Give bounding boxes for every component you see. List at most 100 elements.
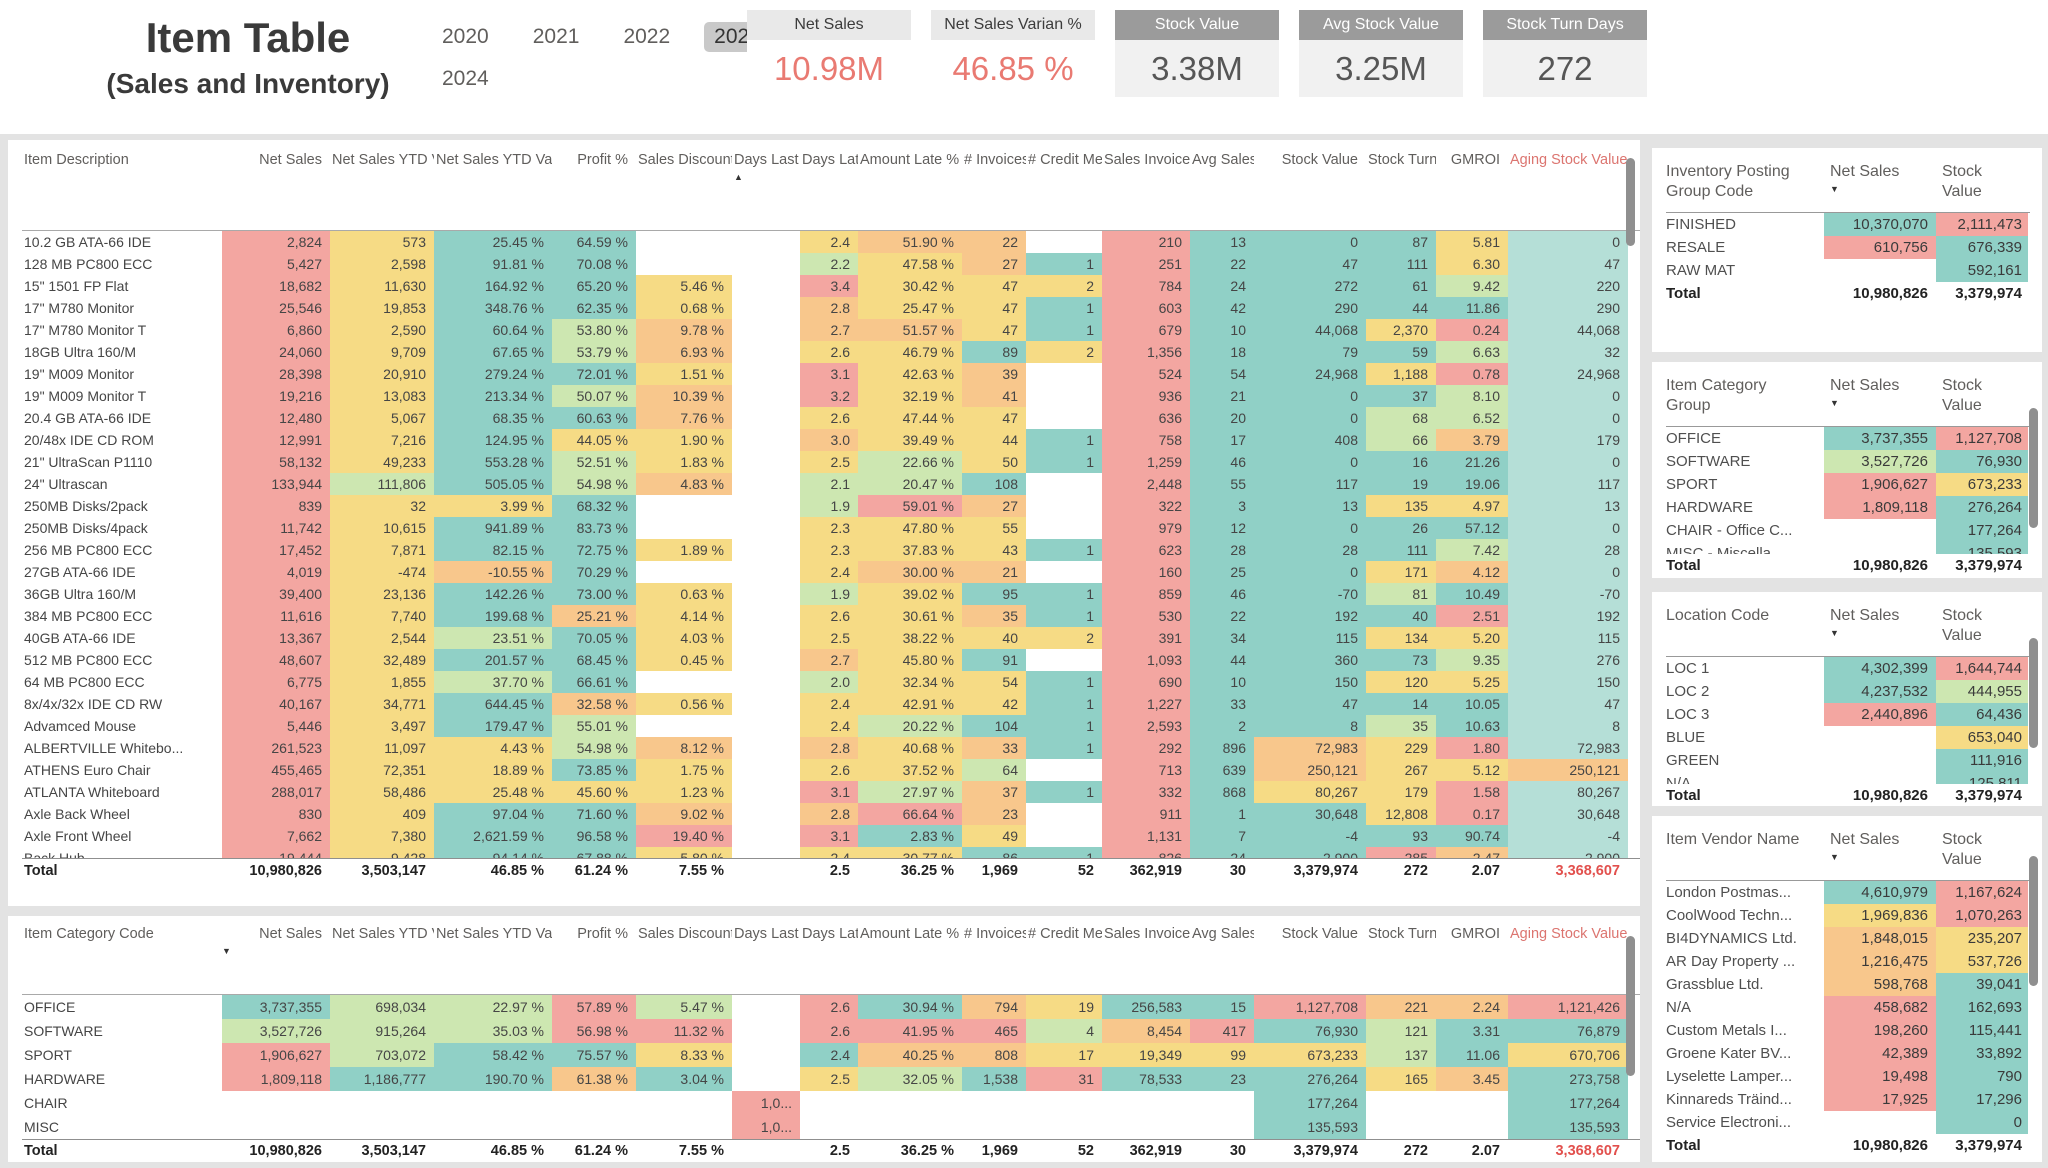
table-cell[interactable]: 9.42 [1436, 275, 1508, 297]
table-cell[interactable]: 35 [1366, 715, 1436, 737]
table-cell[interactable]: 290 [1508, 297, 1628, 319]
table-cell[interactable]: 179 [1366, 781, 1436, 803]
table-cell[interactable]: 213.34 % [434, 385, 552, 407]
column-header[interactable]: Sales Invoiced Qty [1104, 926, 1190, 942]
table-cell[interactable]: 19,853 [330, 297, 434, 319]
vertical-scrollbar-thumb[interactable] [2029, 408, 2038, 528]
table-cell[interactable]: 66.64 % [858, 803, 962, 825]
table-cell[interactable]: 10.63 [1436, 715, 1508, 737]
table-cell[interactable]: 40 [1366, 605, 1436, 627]
table-cell[interactable]: 135,593 [1254, 1115, 1366, 1139]
table-cell[interactable]: 505.05 % [434, 473, 552, 495]
table-cell[interactable]: 267 [1366, 759, 1436, 781]
table-cell[interactable]: 55 [1190, 473, 1254, 495]
table-cell[interactable]: 1 [1026, 583, 1102, 605]
table-cell[interactable]: 124.95 % [434, 429, 552, 451]
row-label[interactable]: CHAIR [24, 1095, 68, 1111]
table-cell[interactable]: 0 [1936, 1111, 2028, 1134]
table-cell[interactable] [1026, 1115, 1102, 1139]
table-cell[interactable]: 80,267 [1508, 781, 1628, 803]
table-cell[interactable]: 3,737,355 [222, 995, 330, 1019]
table-cell[interactable] [636, 671, 732, 693]
table-cell[interactable]: 598,768 [1824, 973, 1936, 996]
table-cell[interactable]: 12,808 [1366, 803, 1436, 825]
row-label[interactable]: N/A [1666, 999, 1692, 1016]
table-cell[interactable]: 4.83 % [636, 473, 732, 495]
table-cell[interactable]: 22.97 % [434, 995, 552, 1019]
table-cell[interactable]: 50.07 % [552, 385, 636, 407]
table-cell[interactable]: 42 [962, 693, 1026, 715]
row-label[interactable]: Grassblue Ltd. [1666, 976, 1764, 993]
table-cell[interactable]: 91 [962, 649, 1026, 671]
table-cell[interactable]: 221 [1366, 995, 1436, 1019]
table-cell[interactable]: 2.1 [800, 473, 858, 495]
table-cell[interactable]: 76,930 [1254, 1019, 1366, 1043]
table-cell[interactable]: 0.78 [1436, 363, 1508, 385]
table-cell[interactable]: 68.45 % [552, 649, 636, 671]
table-cell[interactable]: 2.8 [800, 803, 858, 825]
table-cell[interactable] [636, 231, 732, 253]
table-cell[interactable]: 47 [962, 297, 1026, 319]
table-cell[interactable]: 46 [1190, 451, 1254, 473]
table-cell[interactable]: 40,167 [222, 693, 330, 715]
row-label[interactable]: 24" Ultrascan [24, 476, 108, 492]
table-cell[interactable]: 75.57 % [552, 1043, 636, 1067]
table-cell[interactable]: 2.8 [800, 737, 858, 759]
table-cell[interactable]: 50 [962, 451, 1026, 473]
table-cell[interactable]: 1 [1026, 781, 1102, 803]
table-cell[interactable]: 839 [222, 495, 330, 517]
table-cell[interactable]: 142.26 % [434, 583, 552, 605]
table-cell[interactable]: 3.4 [800, 275, 858, 297]
table-cell[interactable]: 679 [1102, 319, 1190, 341]
table-cell[interactable] [1824, 519, 1936, 542]
column-header[interactable]: Days Late [802, 152, 858, 168]
table-cell[interactable]: 17 [1190, 429, 1254, 451]
table-cell[interactable] [1102, 1115, 1190, 1139]
table-cell[interactable]: 0 [1508, 385, 1628, 407]
table-cell[interactable]: 2.4 [800, 561, 858, 583]
table-cell[interactable] [732, 473, 800, 495]
table-cell[interactable]: 0.68 % [636, 297, 732, 319]
table-cell[interactable] [1026, 825, 1102, 847]
table-cell[interactable]: 20.47 % [858, 473, 962, 495]
table-cell[interactable]: 32.05 % [858, 1067, 962, 1091]
table-cell[interactable]: 40.25 % [858, 1043, 962, 1067]
table-cell[interactable]: 1 [1026, 715, 1102, 737]
table-cell[interactable]: 7.76 % [636, 407, 732, 429]
table-cell[interactable]: 826 [1102, 847, 1190, 858]
table-cell[interactable]: 524 [1102, 363, 1190, 385]
table-cell[interactable]: 229 [1366, 737, 1436, 759]
table-cell[interactable] [1026, 759, 1102, 781]
table-cell[interactable]: 133,944 [222, 473, 330, 495]
table-cell[interactable]: 11.06 [1436, 1043, 1508, 1067]
row-label[interactable]: LOC 1 [1666, 660, 1710, 677]
table-cell[interactable]: 276,264 [1254, 1067, 1366, 1091]
side-panel-title[interactable]: Inventory Posting Group Code [1666, 163, 1790, 200]
table-cell[interactable]: 573 [330, 231, 434, 253]
table-cell[interactable]: 43 [962, 539, 1026, 561]
table-cell[interactable]: 30.00 % [858, 561, 962, 583]
table-cell[interactable]: 2,590 [330, 319, 434, 341]
table-cell[interactable]: 33 [962, 737, 1026, 759]
table-cell[interactable]: 4,019 [222, 561, 330, 583]
row-label[interactable]: Service Electroni... [1666, 1114, 1792, 1131]
table-cell[interactable]: 72.01 % [552, 363, 636, 385]
table-cell[interactable]: 251 [1102, 253, 1190, 275]
table-cell[interactable]: 27 [962, 495, 1026, 517]
table-cell[interactable]: 47 [1254, 253, 1366, 275]
table-cell[interactable] [1366, 1091, 1436, 1115]
table-cell[interactable]: 58,132 [222, 451, 330, 473]
table-cell[interactable]: -10.55 % [434, 561, 552, 583]
table-cell[interactable] [732, 539, 800, 561]
table-cell[interactable] [1026, 561, 1102, 583]
table-cell[interactable]: 0 [1508, 231, 1628, 253]
table-cell[interactable]: 0 [1254, 451, 1366, 473]
table-cell[interactable]: 830 [222, 803, 330, 825]
table-cell[interactable]: 91.81 % [434, 253, 552, 275]
table-cell[interactable]: 2.4 [800, 231, 858, 253]
row-label[interactable]: 17" M780 Monitor T [24, 322, 147, 338]
table-cell[interactable]: 2 [1026, 275, 1102, 297]
table-cell[interactable]: 1.51 % [636, 363, 732, 385]
table-cell[interactable]: 292 [1102, 737, 1190, 759]
table-cell[interactable]: 64 [962, 759, 1026, 781]
